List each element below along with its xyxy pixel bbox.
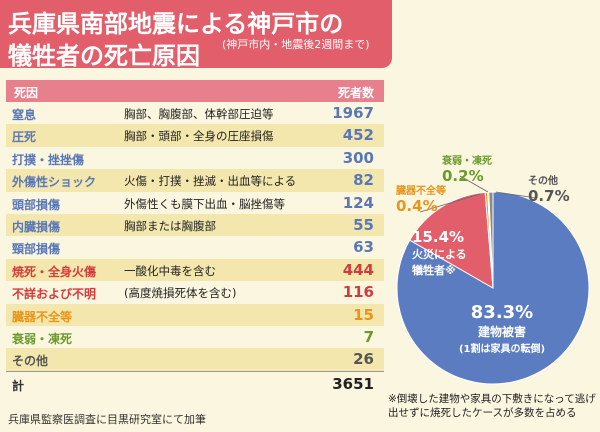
label-organ-failure-name: 臓器不全等 [396, 186, 446, 197]
table-row: 衰弱・凍死 7 [6, 325, 384, 349]
pie-footnote: ※倒壊した建物や家具の下敷きになって逃げ出せずに焼死したケースが多数を占める [388, 393, 596, 419]
table-row: 不詳および不明 (高度焼損死体を含む) 116 [6, 281, 384, 304]
row-cause: 衰弱・凍死 [12, 331, 73, 346]
row-count: 124 [342, 193, 374, 212]
row-count: 116 [342, 283, 374, 302]
table-row: 頭部損傷 外傷性くも膜下出血・脳挫傷等 124 [6, 191, 384, 214]
row-count: 452 [342, 126, 374, 145]
label-weakness-frost: 衰弱・凍死 0.2% [442, 152, 492, 185]
leader-line [419, 193, 481, 213]
label-weakness-frost-pct: 0.2% [442, 167, 484, 185]
row-count: 1967 [332, 104, 374, 122]
row-cause: 頸部損傷 [12, 242, 61, 257]
subnote-text: (神戸市内・地震後2週間まで) [222, 38, 370, 51]
row-cause: 頭部損傷 [12, 197, 61, 212]
title-banner: 兵庫県南部地震による神戸市の 犠牲者の死亡原因 (神戸市内・地震後2週間まで) [0, 0, 392, 70]
row-detail: 火傷・打撲・挫滅・出血等による [124, 174, 297, 189]
label-building-pct: 83.3% [470, 302, 534, 323]
row-detail: 胸部・頭部・全身の圧座損傷 [124, 129, 274, 144]
table-row: その他 26 [6, 348, 384, 371]
row-count: 15 [353, 305, 374, 324]
label-building-line1: 建物被害 [477, 325, 526, 339]
table-row: 圧死 胸部・頭部・全身の圧座損傷 452 [6, 124, 384, 147]
row-count: 7 [363, 327, 374, 346]
row-cause: 内臓損傷 [12, 219, 61, 234]
row-cause: その他 [12, 354, 49, 369]
total-label: 計 [12, 378, 25, 393]
row-count: 63 [353, 238, 374, 257]
row-detail: 胸部または胸腹部 [124, 218, 216, 233]
row-cause: 臓器不全等 [12, 309, 73, 324]
table-row: 焼死・全身火傷 一酸化中毒を含む 444 [6, 258, 384, 282]
table-row: 外傷性ショック 火傷・打撲・挫滅・出血等による 82 [6, 169, 384, 192]
row-count: 26 [353, 350, 374, 369]
table-body: 窒息 胸部、胸腹部、体幹部圧迫等 1967 圧死 胸部・頭部・全身の圧座損傷 452 打撲・… [6, 102, 384, 371]
label-other-name: その他 [528, 176, 558, 187]
label-building-line2: (1割は家具の転倒) [458, 344, 546, 355]
label-organ-failure-pct: 0.4% [396, 197, 438, 215]
row-detail: (高度焼損死体を含む) [124, 286, 237, 301]
row-cause: 不詳および不明 [12, 287, 97, 302]
pie-slice-other [488, 191, 494, 289]
row-count: 82 [353, 171, 374, 190]
table-row: 臓器不全等 15 [6, 303, 384, 326]
title-subnote: (神戸市内・地震後2週間まで) [222, 38, 370, 52]
label-fire-line1: 火災による [412, 248, 467, 261]
label-fire: 15.4% 火災による 犠牲者※ [412, 228, 467, 278]
leader-line [459, 175, 489, 193]
table-row: 打撲・挫挫傷 300 [6, 146, 384, 170]
label-building: 83.3% 建物被害 (1割は家具の転倒) [442, 302, 562, 355]
row-detail: 一酸化中毒を含む [124, 263, 216, 278]
death-cause-table: 死因 死者数 窒息 胸部、胸腹部、体幹部圧迫等 1967 圧死 胸部・頭部・全身の圧座損… [6, 80, 384, 396]
header-cause: 死因 [14, 86, 39, 100]
row-count: 444 [342, 260, 374, 279]
row-cause: 窒息 [12, 108, 37, 122]
pie-slice-fire [409, 191, 494, 289]
row-cause: 打撲・挫挫傷 [12, 152, 85, 167]
label-weakness-frost-name: 衰弱・凍死 [442, 156, 492, 167]
row-cause: 外傷性ショック [12, 175, 97, 190]
table-row: 内臓損傷 胸部または胸腹部 55 [6, 213, 384, 237]
total-count: 3651 [332, 374, 374, 393]
table-row: 窒息 胸部、胸腹部、体幹部圧迫等 1967 [6, 102, 384, 125]
table-total-row: 計 3651 [6, 370, 384, 396]
row-cause: 圧死 [12, 130, 37, 145]
label-other: その他 0.7% [528, 172, 570, 205]
row-count: 55 [353, 215, 374, 234]
row-cause: 焼死・全身火傷 [12, 264, 97, 279]
source-note: 兵庫県監察医調査に目黒研究室にて加筆 [8, 413, 206, 426]
title-line-2: 犠牲者の死亡原因 [8, 42, 200, 70]
row-detail: 胸部、胸腹部、体幹部圧迫等 [124, 107, 274, 121]
table-header: 死因 死者数 [6, 80, 384, 102]
label-fire-line2: 犠牲者※ [412, 264, 456, 277]
label-fire-pct: 15.4% [412, 228, 465, 246]
row-count: 300 [342, 148, 374, 167]
label-other-pct: 0.7% [528, 187, 570, 205]
title-line-1: 兵庫県南部地震による神戸市の [8, 10, 344, 38]
leader-line [495, 191, 537, 199]
pie-chart [396, 175, 590, 385]
table-row: 頸部損傷 63 [6, 236, 384, 259]
row-detail: 外傷性くも膜下出血・脳挫傷等 [124, 196, 285, 211]
label-organ-failure: 臓器不全等 0.4% [396, 182, 446, 215]
header-count: 死者数 [337, 86, 374, 100]
